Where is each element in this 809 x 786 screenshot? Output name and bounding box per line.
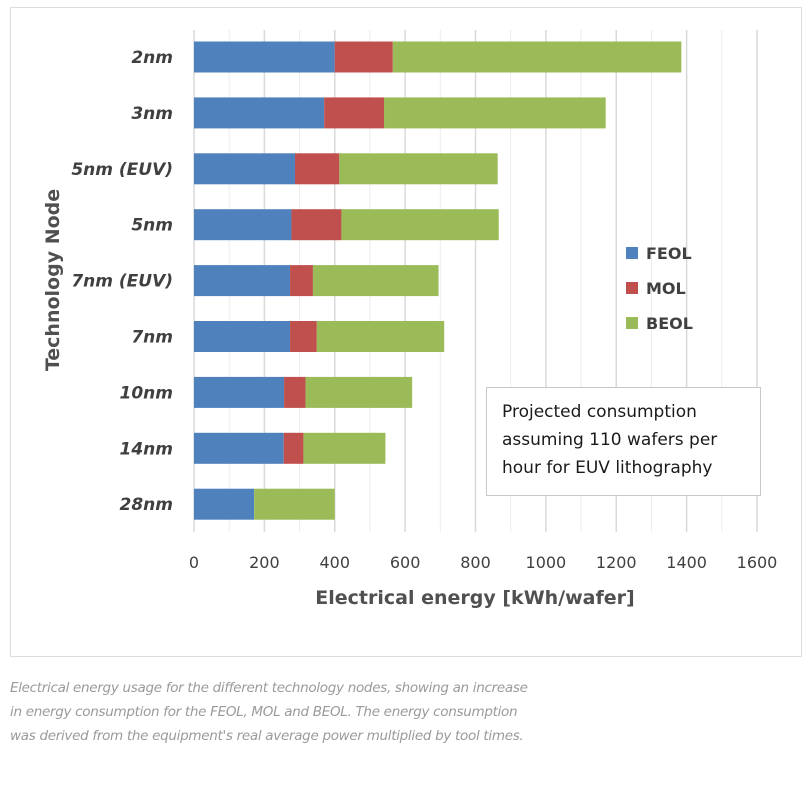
category-label: 14nm	[120, 439, 173, 459]
bar-segment-mol	[291, 209, 342, 241]
caption-line: Electrical energy usage for the differen…	[10, 680, 528, 696]
x-axis-title: Electrical energy [kWh/wafer]	[315, 587, 634, 609]
annotation-line: Projected consumption	[502, 402, 697, 422]
bar-segment-mol	[334, 41, 393, 73]
category-label: 2nm	[131, 48, 173, 68]
bar-segment-feol	[194, 376, 285, 408]
stacked-bar-chart: 2nm 3nm 5nm (EUV) 5nm 7nm (EUV) 7nm 10nm 14nm 28…	[42, 30, 777, 609]
bar-segment-beol	[305, 376, 413, 408]
x-tick-label: 400	[319, 553, 350, 572]
caption-line: was derived from the equipment's real av…	[10, 728, 524, 744]
bar-segment-feol	[194, 97, 325, 129]
caption-line: in energy consumption for the FEOL, MOL …	[10, 704, 518, 720]
bar-segment-feol	[194, 488, 255, 520]
bar-segment-beol	[316, 321, 445, 352]
legend-swatch-beol	[626, 317, 638, 329]
bar-segment-beol	[339, 153, 498, 185]
legend-swatch-mol	[626, 282, 638, 294]
annotation-line: hour for EUV lithography	[502, 458, 713, 478]
category-label: 7nm	[131, 328, 173, 348]
bar-segment-mol	[290, 321, 317, 352]
legend: FEOL MOL BEOL	[626, 244, 693, 333]
bar-segment-mol	[324, 97, 385, 129]
x-tick-labels: 0 200 400 600 800 1000 1200 1400 1600	[189, 553, 777, 572]
legend-label: BEOL	[646, 314, 693, 333]
x-tick-label: 1600	[737, 553, 778, 572]
category-label: 7nm (EUV)	[71, 272, 173, 292]
category-label: 5nm	[131, 216, 173, 236]
bar-segment-feol	[194, 209, 292, 241]
x-tick-label: 800	[460, 553, 491, 572]
bar-segment-beol	[254, 488, 335, 520]
x-tick-label: 1400	[666, 553, 707, 572]
bar-segment-beol	[341, 209, 499, 241]
bar-segment-feol	[194, 41, 335, 73]
bar-segment-feol	[194, 153, 295, 185]
legend-swatch-feol	[626, 247, 638, 259]
bar-segment-feol	[194, 321, 291, 352]
bar-segment-mol	[284, 376, 306, 408]
legend-label: FEOL	[646, 244, 692, 263]
figure-caption: Electrical energy usage for the differen…	[10, 676, 650, 748]
annotation-line: assuming 110 wafers per	[502, 430, 718, 450]
x-tick-label: 1000	[526, 553, 567, 572]
category-label: 3nm	[131, 104, 173, 124]
bar-segment-mol	[290, 265, 313, 297]
bars	[194, 41, 682, 520]
y-axis-title: Technology Node	[42, 189, 64, 371]
annotation-box: Projected consumption assuming 110 wafer…	[486, 387, 761, 496]
x-tick-label: 600	[390, 553, 421, 572]
bar-segment-feol	[194, 432, 284, 464]
x-tick-label: 0	[189, 553, 199, 572]
category-label: 10nm	[120, 383, 173, 403]
bar-segment-beol	[384, 97, 606, 129]
category-label: 28nm	[120, 495, 173, 515]
x-tick-label: 200	[249, 553, 280, 572]
legend-label: MOL	[646, 279, 686, 298]
x-tick-label: 1200	[596, 553, 637, 572]
bar-segment-beol	[392, 41, 682, 73]
bar-segment-beol	[303, 432, 386, 464]
bar-segment-beol	[312, 265, 439, 297]
category-labels: 2nm 3nm 5nm (EUV) 5nm 7nm (EUV) 7nm 10nm 14nm 28…	[71, 48, 173, 515]
bar-segment-feol	[194, 265, 291, 297]
category-label: 5nm (EUV)	[71, 160, 173, 180]
bar-segment-mol	[283, 432, 304, 464]
bar-segment-mol	[294, 153, 340, 185]
